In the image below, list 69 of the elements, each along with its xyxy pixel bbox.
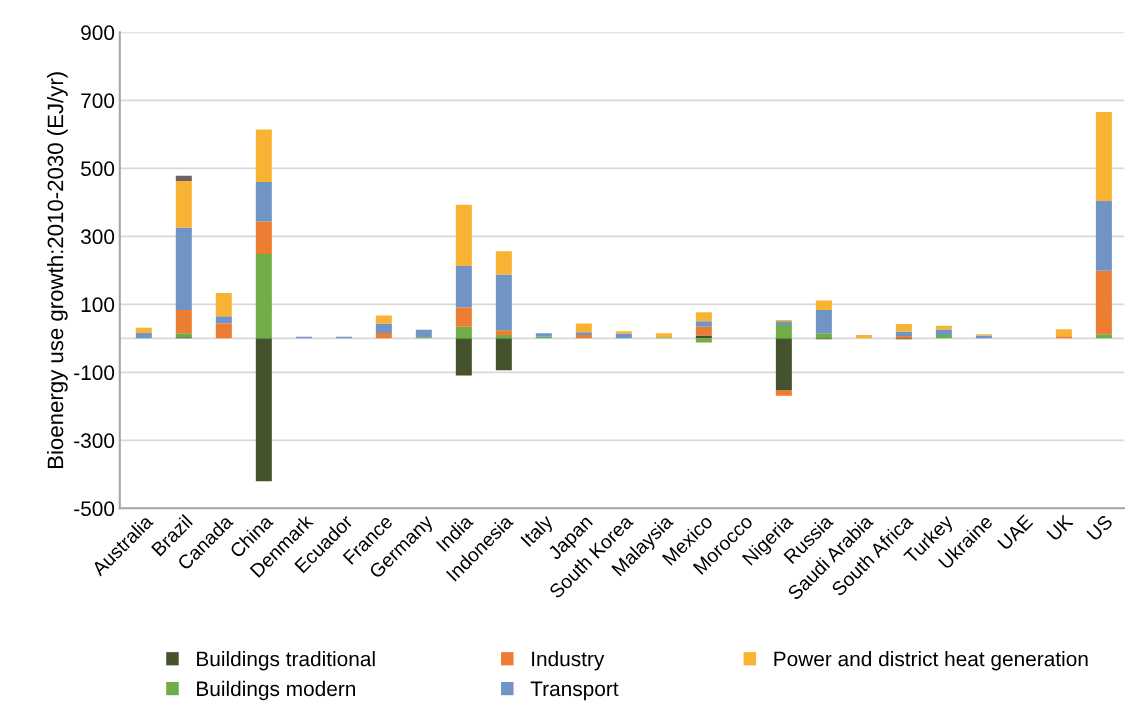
bar xyxy=(1095,270,1112,335)
bar xyxy=(255,181,272,222)
bar xyxy=(175,180,192,228)
bar xyxy=(695,326,712,336)
bar xyxy=(135,327,152,333)
x-tick-label: US xyxy=(1086,514,1114,542)
bar xyxy=(895,331,912,336)
bar xyxy=(255,129,272,182)
bar xyxy=(815,300,832,311)
bar xyxy=(215,323,232,339)
bar xyxy=(1095,334,1112,339)
bar xyxy=(215,293,232,317)
bar xyxy=(1095,111,1112,201)
bar xyxy=(455,265,472,308)
bar xyxy=(775,338,792,391)
bar xyxy=(255,221,272,255)
bar xyxy=(695,312,712,322)
x-tick-label: UK xyxy=(1046,513,1074,542)
bar xyxy=(375,323,392,333)
bar xyxy=(375,332,392,339)
bar xyxy=(775,325,792,339)
bar xyxy=(375,315,392,324)
y-axis-title: Bioenergy use growth:2010-2030 (EJ/yr) xyxy=(46,72,68,468)
legend-label: Transport xyxy=(530,681,619,701)
bar xyxy=(255,338,272,482)
bar xyxy=(1055,329,1072,337)
legend-label: Buildings modern xyxy=(197,680,356,701)
y-tick-label: 700 xyxy=(81,93,115,109)
bar xyxy=(575,323,592,333)
bar xyxy=(415,329,432,338)
y-tick-label: 100 xyxy=(81,297,115,313)
bar xyxy=(495,338,512,371)
bar xyxy=(775,390,792,396)
bar xyxy=(1055,336,1072,339)
bar xyxy=(175,333,192,338)
bar xyxy=(495,330,512,335)
bar xyxy=(815,333,832,339)
bar xyxy=(495,251,512,275)
bar xyxy=(1095,200,1112,271)
bar xyxy=(695,338,712,343)
legend-label: Industry xyxy=(532,650,605,671)
y-tick-label: -100 xyxy=(74,365,115,381)
bar xyxy=(455,307,472,327)
bar xyxy=(255,254,272,339)
legend-label: Buildings traditional xyxy=(197,650,375,671)
bar xyxy=(895,324,912,332)
bar xyxy=(575,332,592,335)
y-tick-label: -300 xyxy=(74,433,115,449)
bar xyxy=(655,333,672,338)
y-tick-label: 500 xyxy=(81,161,115,177)
bar xyxy=(175,310,192,334)
bar xyxy=(455,204,472,266)
bar xyxy=(175,175,192,181)
bar xyxy=(495,274,512,331)
y-tick-label: 300 xyxy=(80,229,115,245)
bar xyxy=(695,321,712,327)
bar xyxy=(135,332,152,339)
bar xyxy=(455,326,472,339)
bar xyxy=(775,321,792,326)
y-tick-label: -500 xyxy=(74,501,115,517)
legend-label: Power and district heat generation xyxy=(774,650,1088,671)
bar xyxy=(215,316,232,324)
bar xyxy=(175,227,192,311)
bar xyxy=(935,329,952,335)
bar xyxy=(615,331,632,334)
bar xyxy=(455,338,472,376)
y-tick-label: 900 xyxy=(81,25,115,41)
bar xyxy=(815,310,832,334)
bar xyxy=(935,325,952,330)
